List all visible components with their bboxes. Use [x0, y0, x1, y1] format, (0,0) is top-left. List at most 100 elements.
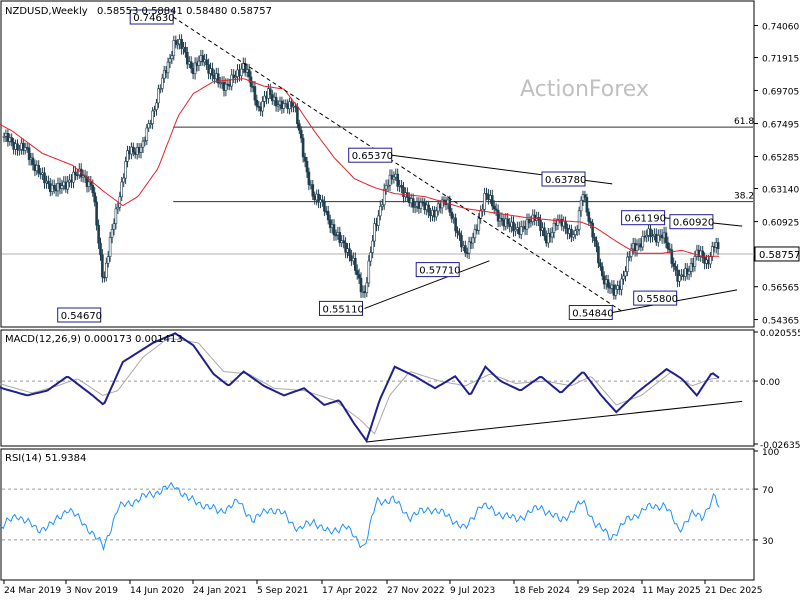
candle-body: [317, 193, 320, 203]
rsi-axis: 100 70 30: [754, 448, 779, 547]
watermark: ActionForex: [520, 77, 649, 102]
candle-body: [614, 288, 618, 296]
candle-body: [575, 229, 579, 232]
candle-body: [595, 240, 598, 247]
price-label-box: [621, 210, 666, 226]
candle-body: [305, 161, 309, 173]
price-tick-label: 0.56565: [762, 284, 799, 294]
candle-body: [276, 104, 280, 107]
candle-body: [570, 228, 573, 238]
time-tick-label: 27 Nov 2022: [387, 586, 445, 596]
price-label-box: [541, 171, 586, 187]
candle-body: [122, 177, 125, 183]
candle-body: [377, 215, 380, 226]
candle-body: [166, 61, 170, 74]
candle-body: [353, 257, 357, 271]
candle-body: [693, 256, 697, 267]
candle-body: [21, 142, 25, 151]
time-tick-label: 11 May 2025: [642, 586, 701, 596]
candle-body: [342, 240, 346, 244]
candle-body: [587, 211, 591, 222]
candle-body: [689, 263, 693, 272]
candle-body: [620, 278, 623, 290]
candle-body: [147, 123, 150, 129]
candle-body: [593, 236, 596, 242]
time-tick-label: 24 Mar 2019: [4, 586, 61, 596]
candle-body: [380, 204, 384, 207]
rsi-tick-label: 30: [762, 537, 774, 547]
candle-body: [112, 223, 116, 230]
candle-body: [458, 232, 461, 236]
candle-body: [477, 218, 481, 231]
candle-body: [710, 246, 714, 257]
candle-body: [180, 39, 183, 49]
candle-body: [99, 242, 102, 256]
candle-body: [400, 185, 403, 188]
candle-body: [301, 137, 305, 158]
candle-body: [402, 187, 405, 198]
price-label-box: [319, 300, 363, 316]
price-label-box: [568, 305, 613, 320]
candle-body: [243, 63, 247, 73]
price-label: 0.57710: [419, 266, 460, 277]
candle-body: [12, 141, 15, 150]
candle-body: [483, 193, 486, 210]
candle-body: [382, 188, 386, 206]
macd-axis: 0.020555 0.00 -0.026356: [754, 329, 800, 451]
price-label: 0.61190: [625, 214, 666, 225]
rsi-pane-frame: [0, 448, 755, 581]
price-tick-label: 0.67495: [762, 121, 799, 131]
candle-body: [384, 185, 388, 190]
candle-body: [386, 184, 390, 187]
candle-body: [70, 179, 73, 183]
candle-body: [172, 40, 176, 56]
candle-body: [334, 234, 338, 237]
candle-body: [496, 209, 500, 222]
candle-body: [93, 192, 96, 203]
candle-body: [626, 256, 629, 272]
candle-body: [556, 219, 560, 226]
time-tick-label: 14 Jun 2020: [130, 586, 184, 596]
rsi-tick-label: 100: [762, 448, 779, 458]
macd-series: [0, 332, 753, 444]
candle-body: [263, 95, 266, 102]
candle-body: [332, 224, 336, 236]
candle-body: [132, 146, 135, 153]
rsi-title: RSI(14) 51.9384: [5, 453, 86, 464]
trendline: [172, 16, 623, 312]
candlestick-series: [2, 34, 720, 300]
candle-body: [500, 218, 504, 221]
candle-body: [388, 174, 392, 186]
time-tick-label: 9 Jul 2023: [450, 586, 495, 596]
candle-body: [191, 68, 195, 75]
price-label: 0.60920: [673, 218, 714, 229]
price-label-box: [415, 262, 460, 278]
candle-body: [514, 229, 517, 232]
time-tick-label: 17 Apr 2022: [322, 586, 378, 596]
candle-body: [307, 171, 311, 185]
candle-body: [4, 133, 8, 137]
price-tick-label: 0.74060: [762, 22, 799, 32]
candle-body: [463, 245, 467, 253]
candle-body: [178, 39, 181, 45]
candle-body: [413, 206, 417, 208]
ohlc-readout: 0.58553 0.58841 0.58480 0.58757: [97, 6, 272, 17]
candle-body: [170, 55, 174, 60]
candle-body: [124, 161, 127, 179]
candle-body: [10, 137, 13, 143]
price-pane-frame: [0, 0, 755, 328]
candle-body: [479, 210, 483, 219]
price-label-box: [669, 214, 714, 230]
fib-level-label: 61.8: [734, 117, 754, 127]
candle-body: [577, 210, 581, 230]
candle-body: [371, 240, 374, 253]
candle-body: [597, 246, 600, 264]
time-tick-label: 18 Feb 2024: [514, 586, 570, 596]
candle-body: [211, 68, 214, 76]
candle-body: [656, 235, 660, 243]
candle-body: [116, 206, 120, 210]
candle-body: [550, 232, 554, 238]
candle-body: [230, 74, 233, 87]
candle-body: [74, 171, 77, 176]
candle-body: [583, 194, 587, 198]
